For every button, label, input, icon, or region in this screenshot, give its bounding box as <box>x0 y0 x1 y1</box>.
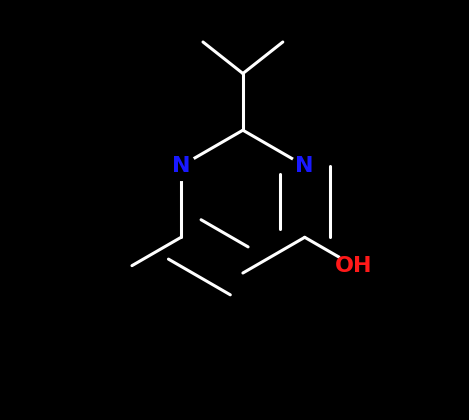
Text: N: N <box>295 156 314 176</box>
Text: OH: OH <box>335 256 372 276</box>
Text: N: N <box>172 156 190 176</box>
